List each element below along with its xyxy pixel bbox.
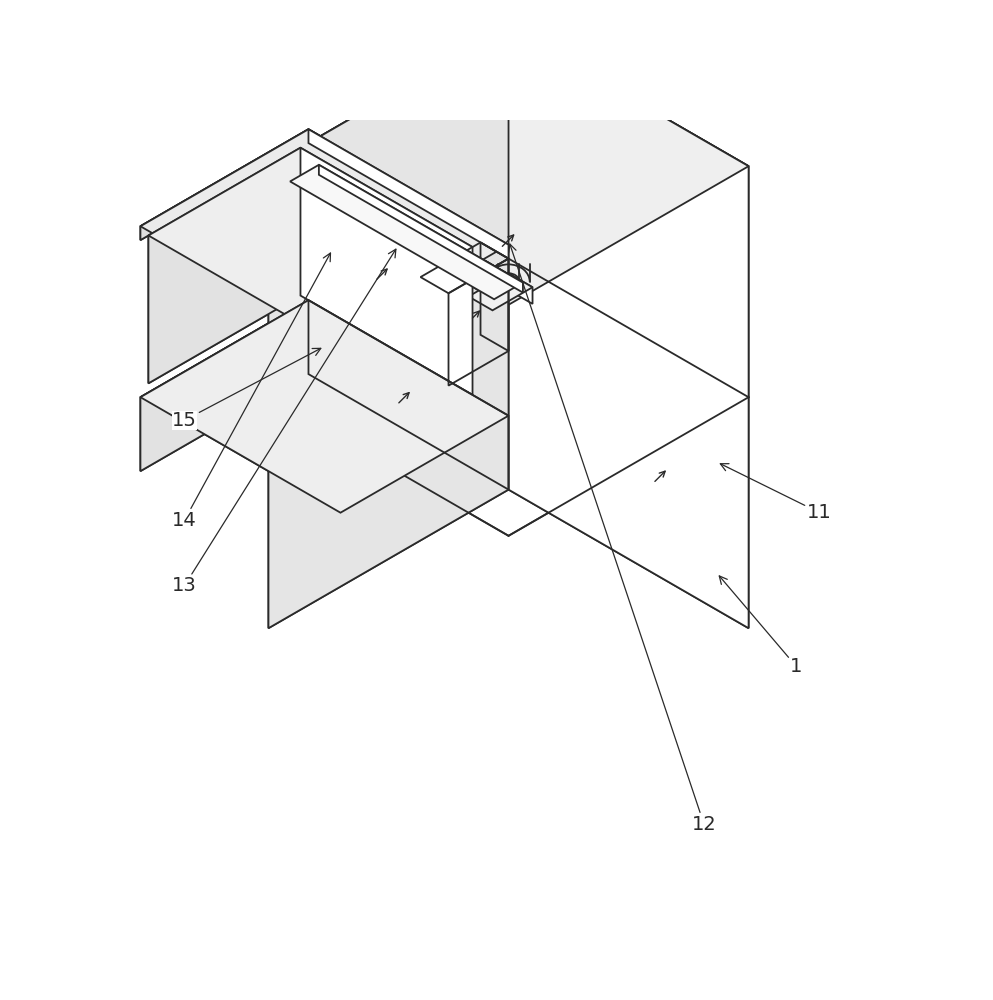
Polygon shape [268,28,508,628]
Polygon shape [140,129,309,240]
Polygon shape [508,28,749,628]
Polygon shape [140,300,309,471]
Polygon shape [309,129,508,259]
Polygon shape [140,129,508,342]
Polygon shape [148,148,473,335]
Polygon shape [309,300,508,490]
Polygon shape [449,259,508,386]
Polygon shape [148,148,301,383]
Text: 14: 14 [172,253,331,530]
Polygon shape [140,300,508,513]
Polygon shape [420,242,508,293]
Polygon shape [508,28,749,628]
Polygon shape [140,129,508,342]
Polygon shape [140,300,508,513]
Polygon shape [469,273,532,310]
Polygon shape [319,165,523,293]
Polygon shape [301,148,473,395]
Polygon shape [140,300,309,471]
Text: 12: 12 [508,244,717,834]
Polygon shape [309,129,508,259]
Polygon shape [290,165,523,299]
Text: 15: 15 [172,348,321,430]
Text: 13: 13 [172,249,396,595]
Polygon shape [148,148,301,383]
Polygon shape [268,28,749,305]
Polygon shape [481,242,508,351]
Polygon shape [268,28,508,628]
Polygon shape [319,165,523,293]
Polygon shape [268,28,749,305]
Text: 1: 1 [719,576,802,676]
Polygon shape [508,273,532,304]
Polygon shape [301,148,473,395]
Polygon shape [140,129,309,240]
Text: 11: 11 [720,464,832,522]
Polygon shape [290,165,523,299]
Polygon shape [148,148,473,335]
